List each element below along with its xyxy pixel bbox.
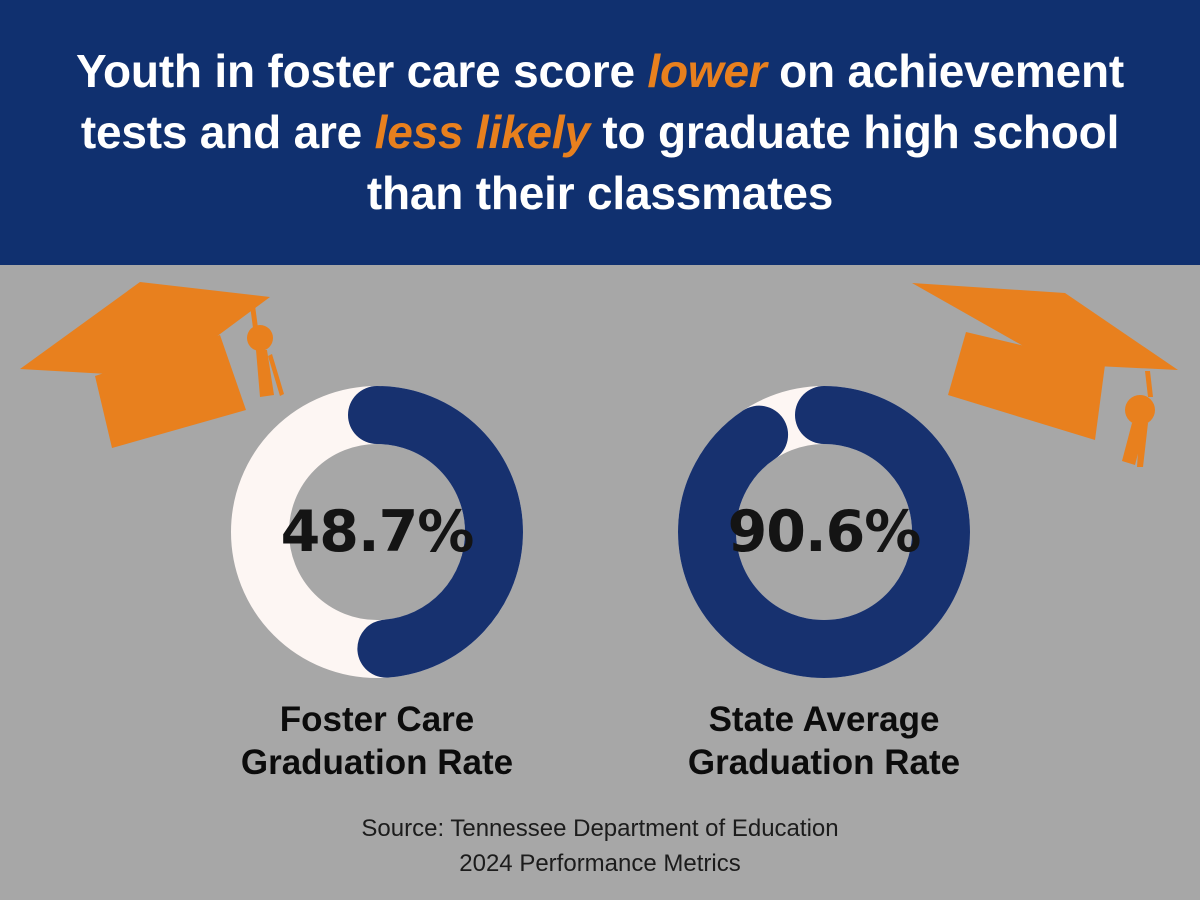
donut-svg-foster-care [231, 386, 523, 678]
headline-line3: than their classmates [366, 167, 834, 220]
headline-line1-part1: Youth in foster care score [75, 44, 648, 97]
chart-foster-care: 48.7% Foster Care Graduation Rate [177, 385, 577, 784]
chart-state-average: 90.6% State Average Graduation Rate [624, 385, 1024, 784]
headline-line2-part2: to graduate high school [589, 105, 1120, 158]
headline-line2-part1: tests and are [80, 105, 375, 158]
donut-value-label: 90.6% [727, 499, 922, 565]
donut-value-arc [678, 386, 970, 678]
page-title: Youth in foster care score lower on achi… [34, 41, 1166, 225]
headline-emphasis-lower: lower [647, 44, 767, 97]
chart-caption-foster-care: Foster Care Graduation Rate [240, 700, 514, 782]
donut-chart-foster-care: 48.7% [230, 385, 524, 679]
graduation-cap-icon [912, 283, 1178, 467]
header-banner: Youth in foster care score lower on achi… [0, 0, 1200, 265]
body-area: 48.7% Foster Care Graduation Rate 90.6% … [0, 265, 1200, 900]
donut-chart-state-average: 90.6% [677, 385, 971, 679]
headline-emphasis-less-likely: less likely [374, 105, 590, 158]
headline-line1-part2: on achievement [766, 44, 1125, 97]
chart-caption-state-average: State Average Graduation Rate [687, 700, 961, 782]
source-note: Source: Tennessee Department of Educatio… [361, 815, 839, 877]
donut-svg-state-average [678, 386, 970, 678]
graduation-cap-icon [20, 282, 284, 448]
donut-value-label: 48.7% [280, 499, 475, 565]
donut-value-arc [231, 386, 523, 678]
